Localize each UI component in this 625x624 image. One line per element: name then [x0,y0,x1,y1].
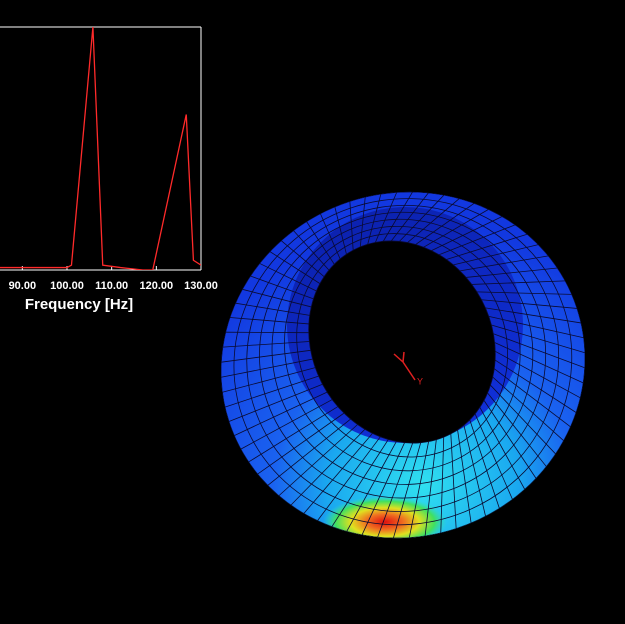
mesh-line [488,315,584,339]
x-tick-label: 130.00 [184,280,218,292]
mesh-line [271,218,534,485]
mesh-line [438,224,516,256]
mesh-line [424,439,437,536]
mesh-line [222,341,310,348]
mesh-line [375,192,398,243]
mesh-line [361,442,405,536]
mesh-line [296,233,508,458]
mesh-line [479,407,526,490]
mesh-line [476,291,572,295]
mesh [220,191,586,539]
mesh-line [494,359,577,413]
mesh-line [415,203,475,245]
mesh-line [431,216,503,251]
triad-axis [393,353,404,363]
x-tick-label: 110.00 [95,280,128,292]
mesh-line [494,368,571,428]
mesh-line [233,198,573,526]
mesh-line [221,358,313,378]
mesh-line [228,383,323,422]
mesh-line [293,230,330,271]
mesh-line [259,263,317,292]
mesh-line [408,441,429,538]
triad-label: Y [417,376,423,386]
mesh-line [349,201,354,251]
torus-model [220,191,586,548]
mesh-line [393,442,422,539]
mesh-line [303,433,373,514]
mesh-line [334,206,347,255]
mesh-line [317,436,381,521]
data-line [0,27,201,270]
mesh-line [492,376,564,441]
mesh-line [495,350,581,399]
mesh-line [242,288,312,308]
mesh-line [320,213,341,260]
mesh-line [453,244,539,266]
axis-triad [393,351,416,381]
mesh-line [306,221,335,265]
mesh-line [485,307,582,324]
mesh-line [382,191,413,242]
mesh-line [246,204,560,512]
mesh-line [377,442,414,538]
mesh-line [457,429,472,524]
mesh-line [234,391,328,436]
mesh-line [493,333,585,369]
mesh-line [446,233,528,260]
mesh-line [459,255,549,272]
mesh-line [278,424,358,497]
mesh-line [423,208,489,248]
mesh-line [450,433,457,529]
mesh-line [346,441,397,532]
mesh-line [399,194,445,242]
mesh-line [235,302,310,316]
mesh-line [267,418,351,486]
triad-axis [402,361,416,381]
mesh-line [281,240,325,277]
mesh-line [391,192,429,242]
mesh-line [240,399,333,450]
x-axis-label: Frequency [Hz] [25,296,133,313]
mesh-line [331,439,389,527]
plot [0,26,202,271]
mesh-line [229,317,309,325]
mesh-line [224,375,319,408]
mesh-line [407,198,460,243]
mesh-line [494,342,584,384]
mesh-line [469,419,500,509]
mesh-line [290,429,366,506]
mesh-line [367,193,382,245]
triad-axis [402,351,405,363]
mesh-line [269,251,321,284]
mesh-line [490,384,556,455]
torus-hole [308,240,496,444]
mesh-line [466,267,558,278]
mesh-line [259,211,547,499]
x-tick-label: 100.00 [50,280,84,292]
x-tick-label: 120.00 [140,280,174,292]
mesh-line [474,413,513,500]
mesh-line [487,392,547,467]
mesh-line [463,425,486,517]
mesh-line [483,400,537,479]
mesh-line [440,437,445,533]
mesh-line [221,349,311,363]
mesh-line [250,275,314,300]
mesh-line [471,280,566,285]
mesh-line [248,406,339,463]
mesh-line [491,324,585,354]
mesh-line [222,367,316,393]
mesh-line [359,197,366,247]
x-tick-label: 90.00 [9,280,37,292]
mesh-line [481,299,578,309]
mesh-line [284,225,521,472]
mesh-line [257,412,345,475]
